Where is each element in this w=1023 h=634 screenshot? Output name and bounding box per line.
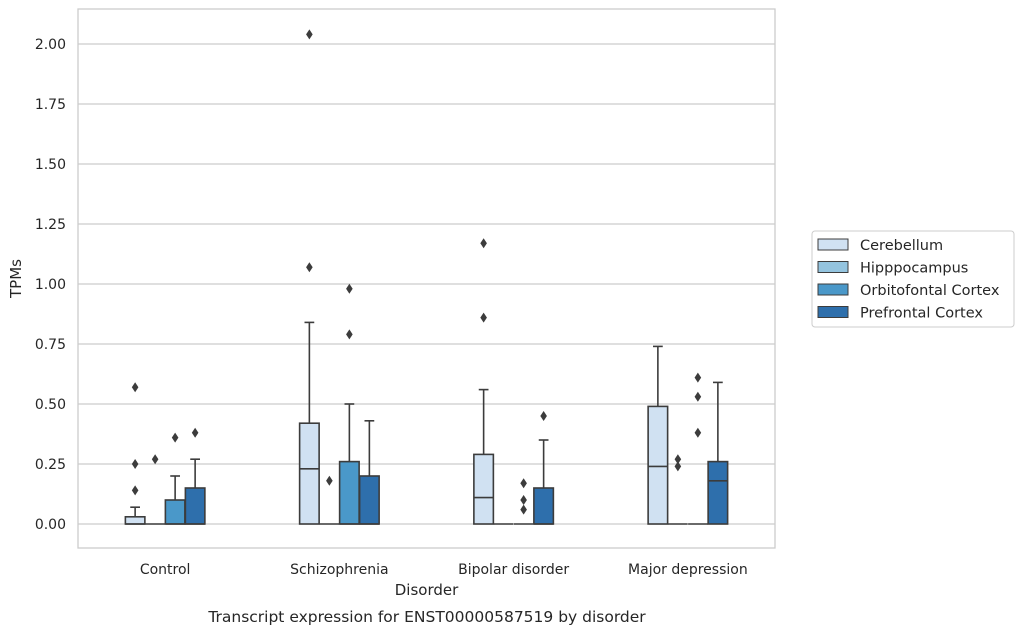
- legend-label: Hipppocampus: [860, 261, 968, 277]
- box-cerebellum-control: [124, 382, 146, 525]
- legend-label: Orbitofontal Cortex: [860, 283, 1000, 299]
- box-cerebellum-schizophrenia: [298, 29, 320, 525]
- legend-item: Prefrontal Cortex: [817, 306, 983, 322]
- y-tick-label: 0.25: [35, 457, 66, 473]
- chart-caption: Transcript expression for ENST0000058751…: [207, 608, 646, 626]
- box-prefrontal-cortex-bipolar-disorder: [533, 411, 555, 525]
- outlier-point: [326, 475, 333, 486]
- outlier-point: [306, 262, 313, 273]
- legend-swatch: [817, 283, 849, 296]
- legend-label: Prefrontal Cortex: [860, 306, 983, 322]
- outlier-point: [674, 454, 682, 465]
- grid-lines: [78, 43, 775, 525]
- x-tick-label: Bipolar disorder: [458, 562, 569, 578]
- outlier-point: [131, 382, 139, 393]
- outlier-point: [520, 478, 527, 489]
- legend-item: Cerebellum: [817, 238, 943, 254]
- outlier-point: [191, 427, 199, 438]
- box-prefrontal-cortex-control: [184, 427, 206, 525]
- box-hipppocampus-major-depression: [668, 454, 688, 525]
- legend-swatch: [817, 261, 849, 273]
- box-body: [358, 475, 380, 525]
- box-body: [707, 460, 729, 525]
- outlier-point: [694, 391, 702, 402]
- legend-swatch: [817, 238, 849, 251]
- box-hipppocampus-control: [145, 454, 165, 525]
- box-body: [164, 499, 186, 525]
- box-cerebellum-bipolar-disorder: [473, 238, 495, 525]
- box-cerebellum-major-depression: [647, 345, 669, 525]
- outlier-point: [694, 372, 702, 383]
- outlier-point: [520, 504, 527, 515]
- box-orbitofontal-cortex-schizophrenia: [338, 283, 360, 525]
- box-hipppocampus-schizophrenia: [319, 475, 340, 525]
- legend-swatch: [817, 306, 849, 318]
- boxes: [124, 29, 729, 525]
- outlier-point: [694, 427, 702, 438]
- outlier-point: [171, 432, 179, 443]
- outlier-point: [520, 495, 527, 505]
- legend-item: Hipppocampus: [817, 261, 968, 277]
- x-tick-label: Major depression: [628, 562, 748, 578]
- legend-item: Orbitofontal Cortex: [817, 283, 1000, 299]
- box-body: [298, 422, 320, 525]
- y-tick-label: 0.50: [35, 397, 66, 413]
- box-prefrontal-cortex-schizophrenia: [358, 419, 380, 525]
- box-body: [124, 515, 146, 525]
- y-tick-label: 1.50: [35, 157, 66, 173]
- plot-frame: [77, 8, 776, 549]
- box-prefrontal-cortex-major-depression: [707, 381, 729, 525]
- outlier-point: [306, 29, 313, 40]
- y-tick-label: 0.00: [35, 517, 66, 533]
- outlier-point: [480, 312, 487, 323]
- outlier-point: [346, 283, 353, 294]
- y-tick-labels: 0.00 0.25 0.50 0.75 1.00 1.25 1.50 1.75 2.00: [35, 37, 66, 533]
- box-orbitofontal-cortex-bipolar-disorder: [513, 478, 534, 525]
- legend-frame: [811, 230, 1015, 328]
- box-orbitofontal-cortex-major-depression: [688, 372, 708, 525]
- box-body: [533, 487, 555, 525]
- outlier-point: [151, 454, 159, 465]
- y-axis-label: TPMs: [7, 259, 25, 299]
- legend-label: Cerebellum: [860, 238, 943, 254]
- box-orbitofontal-cortex-control: [164, 432, 186, 525]
- outlier-point: [131, 485, 139, 496]
- y-tick-label: 2.00: [35, 37, 66, 53]
- outlier-point: [131, 459, 139, 469]
- x-axis-label: Disorder: [395, 581, 459, 599]
- outlier-point: [346, 329, 353, 340]
- outlier-point: [480, 238, 487, 249]
- y-tick-label: 1.00: [35, 277, 66, 293]
- x-tick-label: Control: [140, 562, 191, 578]
- legend: Cerebellum Hipppocampus Orbitofontal Corte…: [811, 230, 1015, 328]
- x-tick-label: Schizophrenia: [290, 562, 388, 578]
- y-tick-label: 1.25: [35, 217, 66, 233]
- box-body: [647, 405, 669, 525]
- box-body: [184, 487, 206, 525]
- y-tick-label: 1.75: [35, 97, 66, 113]
- x-tick-labels: Control Schizophrenia Bipolar disorder Majo…: [140, 562, 748, 578]
- y-tick-label: 0.75: [35, 337, 66, 353]
- box-body: [473, 453, 495, 525]
- outlier-point: [674, 461, 682, 472]
- outlier-point: [540, 411, 547, 421]
- box-body: [338, 460, 360, 525]
